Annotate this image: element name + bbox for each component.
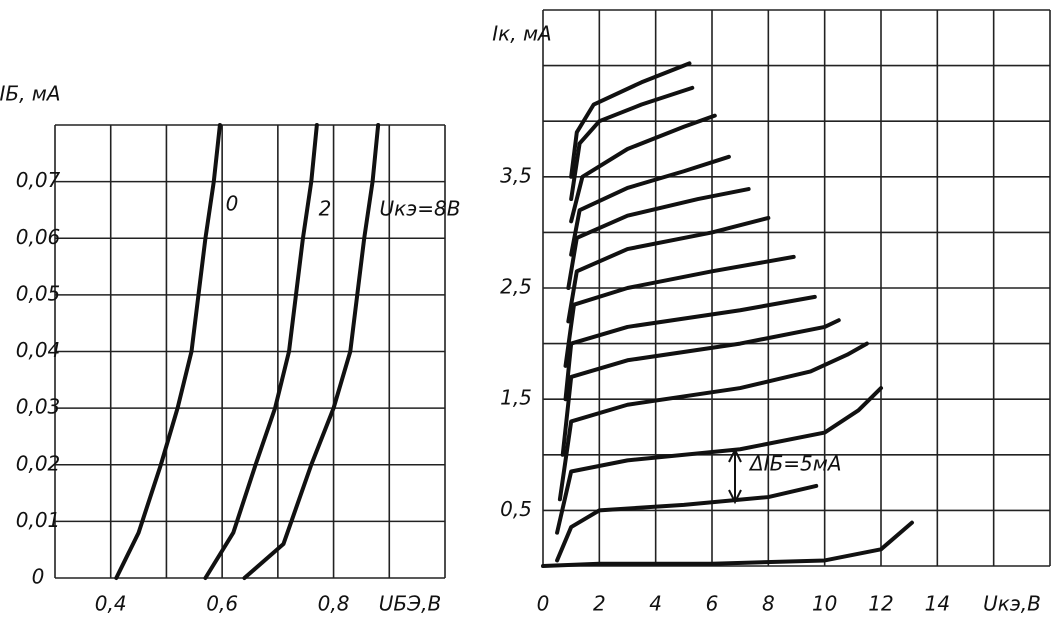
curve	[569, 113, 717, 224]
curve	[563, 294, 817, 402]
y-tick-label: 3,5	[500, 163, 532, 187]
x-tick-label: 14	[925, 592, 950, 616]
y-axis-label: Iк, мА	[492, 22, 551, 46]
curve	[569, 154, 731, 257]
y-tick-label: 0,04	[16, 338, 61, 362]
y-tick-label: 0,5	[500, 497, 532, 521]
curve	[555, 386, 883, 535]
x-tick-label: 0	[537, 592, 550, 616]
x-tick-label: 0,4	[95, 592, 127, 616]
x-tick-label: 4	[649, 592, 662, 616]
curve	[541, 520, 914, 568]
y-tick-label: 0,07	[16, 168, 61, 192]
curve	[569, 85, 695, 202]
x-tick-label: 0,6	[206, 592, 238, 616]
y-tick-label: 1,5	[500, 386, 532, 410]
curve	[560, 318, 841, 457]
curve-label: Uкэ=8В	[380, 197, 461, 221]
curve	[203, 123, 319, 580]
curve	[114, 123, 222, 580]
curve	[555, 483, 819, 563]
x-tick-label: 12	[868, 592, 893, 616]
y-tick-label: 0,03	[16, 395, 61, 419]
x-tick-label: 6	[706, 592, 719, 616]
curve	[242, 123, 381, 580]
curve	[569, 61, 692, 179]
curve	[557, 341, 869, 502]
y-tick-label: 0	[32, 565, 45, 589]
y-tick-label: 0,06	[16, 225, 61, 249]
y-tick-label: 0,01	[16, 508, 61, 532]
y-tick-label: 0,05	[16, 281, 61, 305]
y-tick-label: 2,5	[500, 275, 532, 299]
y-tick-label: 0,02	[16, 451, 61, 475]
curve-label: 2	[319, 197, 332, 221]
x-tick-label: 8	[762, 592, 775, 616]
curve	[566, 215, 771, 324]
y-axis-label: IБ, мА	[0, 82, 61, 106]
x-tick-label: 0,8	[318, 592, 350, 616]
x-tick-label: 10	[812, 592, 837, 616]
x-tick-label: 2	[593, 592, 606, 616]
x-axis-label: UБЭ,В	[379, 592, 441, 616]
curve-label: 0	[226, 192, 239, 216]
annotation-arrow	[728, 447, 742, 505]
curve	[563, 254, 796, 368]
annotation: ΔIБ=5мА	[748, 452, 842, 476]
x-axis-label: Uкэ,В	[983, 592, 1041, 616]
curve	[566, 187, 751, 290]
